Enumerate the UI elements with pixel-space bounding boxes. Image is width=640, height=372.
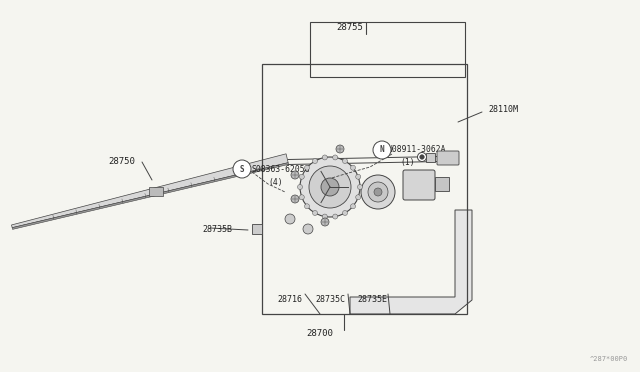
Circle shape [336, 145, 344, 153]
Bar [148, 187, 163, 196]
Circle shape [298, 185, 303, 189]
Bar [426, 153, 435, 162]
Text: N: N [380, 145, 384, 154]
Circle shape [291, 195, 299, 203]
Polygon shape [350, 210, 472, 314]
Circle shape [351, 165, 355, 170]
Bar [310, 22, 465, 77]
Circle shape [305, 204, 310, 209]
Circle shape [356, 174, 361, 179]
Circle shape [323, 155, 327, 160]
Text: 28110M: 28110M [488, 106, 518, 115]
Circle shape [233, 160, 251, 178]
Circle shape [374, 188, 382, 196]
Circle shape [351, 204, 355, 209]
Text: 28735B: 28735B [202, 225, 232, 234]
Circle shape [285, 214, 295, 224]
Circle shape [321, 178, 339, 196]
Circle shape [373, 141, 391, 159]
Circle shape [321, 218, 329, 226]
Text: 28735E: 28735E [357, 295, 387, 305]
Circle shape [312, 158, 317, 164]
Circle shape [309, 166, 351, 208]
Circle shape [303, 224, 313, 234]
Text: S: S [240, 164, 244, 173]
Text: 28716: 28716 [278, 295, 303, 305]
Circle shape [358, 185, 362, 189]
Circle shape [361, 175, 395, 209]
Circle shape [300, 195, 304, 200]
Text: 28750: 28750 [108, 157, 135, 167]
Circle shape [300, 174, 304, 179]
Circle shape [300, 157, 360, 217]
FancyBboxPatch shape [403, 170, 435, 200]
Circle shape [342, 211, 348, 215]
Circle shape [323, 214, 327, 219]
FancyBboxPatch shape [437, 151, 459, 165]
Circle shape [305, 165, 310, 170]
Circle shape [368, 182, 388, 202]
Text: ^287*00P0: ^287*00P0 [589, 356, 628, 362]
Polygon shape [12, 154, 288, 228]
Circle shape [356, 195, 361, 200]
Polygon shape [12, 163, 289, 230]
Circle shape [417, 153, 426, 161]
Text: 28700: 28700 [307, 330, 333, 339]
Bar [252, 224, 262, 234]
Text: (1): (1) [400, 157, 415, 167]
Text: 28755: 28755 [337, 22, 364, 32]
Circle shape [312, 211, 317, 215]
Circle shape [333, 155, 338, 160]
Circle shape [333, 214, 338, 219]
Bar [435, 177, 449, 191]
Text: S08363-6205G: S08363-6205G [252, 166, 310, 174]
Bar [262, 64, 467, 314]
Circle shape [420, 155, 424, 159]
Text: (4): (4) [268, 177, 283, 186]
Circle shape [291, 171, 299, 179]
Text: 28735C: 28735C [315, 295, 345, 305]
Circle shape [342, 158, 348, 164]
Text: N08911-3062A: N08911-3062A [388, 145, 447, 154]
